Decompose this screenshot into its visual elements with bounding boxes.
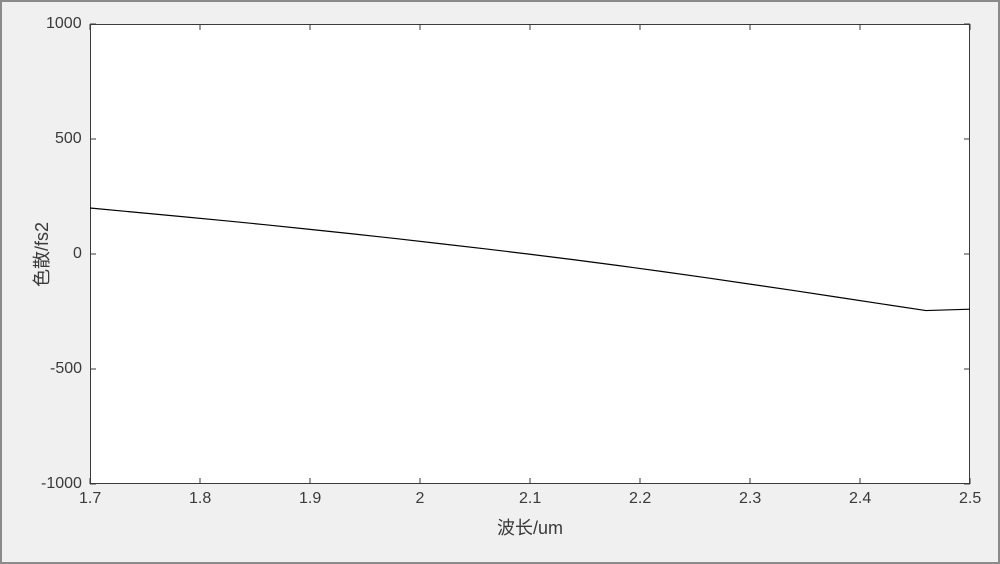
x-tick-label: 1.7	[79, 490, 101, 508]
x-tick-label: 2.3	[739, 490, 761, 508]
x-tick-label: 2.2	[629, 490, 651, 508]
y-axis-label: 色散/fs2	[28, 221, 54, 286]
x-tick-label: 1.9	[299, 490, 321, 508]
chart-svg	[0, 0, 1000, 564]
y-tick-label: -500	[50, 360, 82, 378]
y-tick-label: 1000	[46, 15, 82, 33]
dispersion-curve	[90, 208, 970, 311]
x-tick-label: 2.4	[849, 490, 871, 508]
y-tick-label: 0	[73, 245, 82, 263]
y-tick-label: -1000	[41, 475, 82, 493]
x-tick-label: 2	[416, 490, 425, 508]
x-tick-label: 2.5	[959, 490, 981, 508]
x-tick-label: 2.1	[519, 490, 541, 508]
y-tick-label: 500	[55, 130, 82, 148]
x-tick-label: 1.8	[189, 490, 211, 508]
x-axis-label: 波长/um	[497, 514, 563, 540]
